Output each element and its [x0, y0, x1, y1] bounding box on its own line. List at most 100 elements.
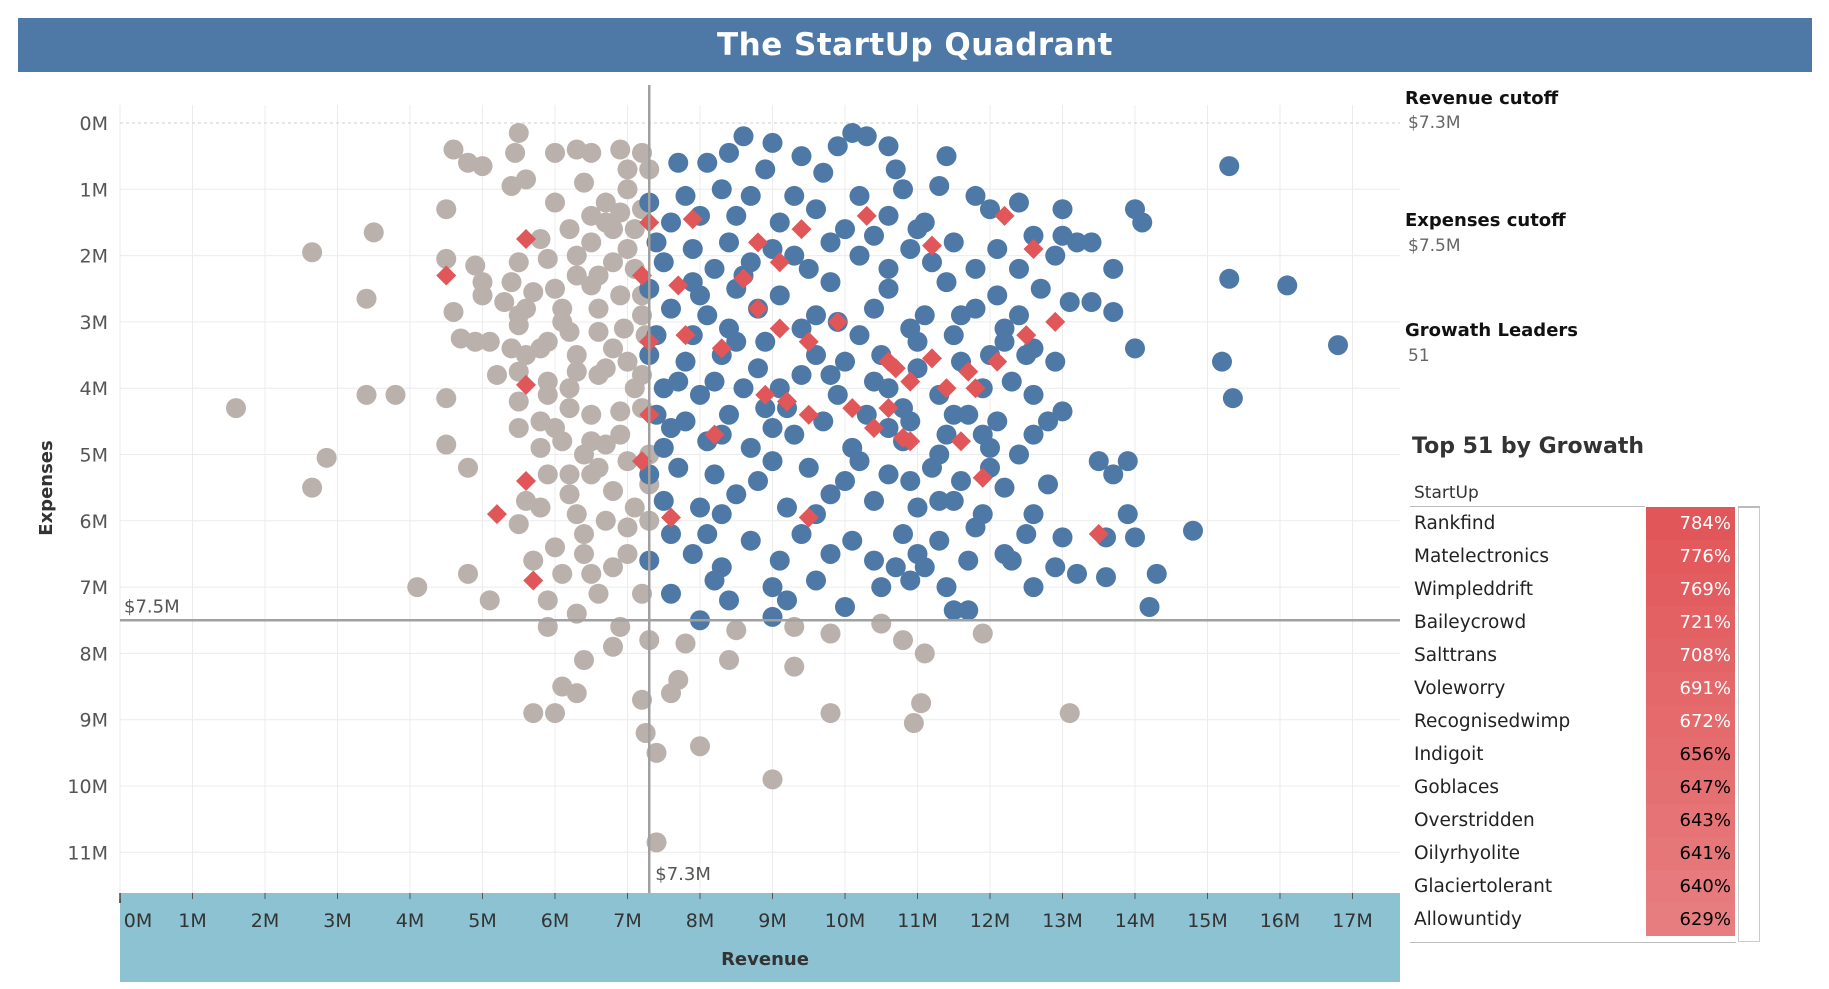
- leader-point[interactable]: [922, 348, 942, 369]
- other-point[interactable]: [690, 736, 710, 757]
- quadrant-point[interactable]: [675, 185, 696, 206]
- leader-point[interactable]: [632, 451, 652, 472]
- quadrant-point[interactable]: [900, 238, 921, 259]
- quadrant-point[interactable]: [835, 596, 855, 617]
- other-point[interactable]: [581, 431, 602, 452]
- other-point[interactable]: [617, 179, 638, 200]
- other-point[interactable]: [537, 384, 558, 405]
- leader-point[interactable]: [516, 374, 536, 395]
- quadrant-point[interactable]: [762, 417, 783, 438]
- quadrant-point[interactable]: [791, 364, 812, 385]
- other-point[interactable]: [911, 693, 932, 714]
- quadrant-point[interactable]: [820, 272, 841, 293]
- leader-point[interactable]: [958, 361, 979, 382]
- leader-point[interactable]: [755, 384, 776, 405]
- other-point[interactable]: [559, 398, 580, 419]
- quadrant-point[interactable]: [711, 504, 732, 525]
- other-point[interactable]: [617, 238, 638, 259]
- quadrant-point[interactable]: [943, 404, 964, 425]
- other-point[interactable]: [595, 192, 616, 213]
- quadrant-point[interactable]: [987, 285, 1008, 306]
- quadrant-point[interactable]: [704, 371, 725, 392]
- quadrant-point[interactable]: [1139, 596, 1160, 617]
- quadrant-point[interactable]: [675, 351, 696, 372]
- table-row[interactable]: Matelectronics 776%: [1410, 540, 1736, 573]
- quadrant-point[interactable]: [864, 550, 884, 571]
- quadrant-point[interactable]: [878, 258, 899, 279]
- other-point[interactable]: [545, 537, 565, 558]
- quadrant-point[interactable]: [719, 142, 739, 163]
- quadrant-point[interactable]: [1023, 424, 1044, 445]
- other-point[interactable]: [617, 543, 638, 564]
- leader-point[interactable]: [798, 507, 819, 528]
- other-point[interactable]: [443, 301, 464, 322]
- leader-point[interactable]: [864, 417, 884, 438]
- quadrant-point[interactable]: [784, 185, 805, 206]
- quadrant-point[interactable]: [1016, 524, 1037, 545]
- quadrant-point[interactable]: [1328, 335, 1348, 356]
- table-row[interactable]: Wimpleddrift 769%: [1410, 573, 1736, 606]
- other-point[interactable]: [610, 285, 631, 306]
- quadrant-point[interactable]: [936, 424, 957, 445]
- quadrant-point[interactable]: [755, 398, 776, 419]
- other-point[interactable]: [617, 451, 638, 472]
- other-point[interactable]: [632, 689, 652, 710]
- quadrant-point[interactable]: [885, 557, 906, 578]
- quadrant-point[interactable]: [798, 258, 819, 279]
- leader-point[interactable]: [436, 265, 457, 286]
- other-point[interactable]: [356, 288, 377, 309]
- other-point[interactable]: [632, 305, 652, 326]
- quadrant-point[interactable]: [719, 404, 739, 425]
- leader-point[interactable]: [878, 398, 899, 419]
- table-row[interactable]: Overstridden 643%: [1410, 804, 1736, 837]
- quadrant-point[interactable]: [987, 238, 1008, 259]
- other-point[interactable]: [407, 577, 428, 598]
- quadrant-point[interactable]: [1023, 225, 1044, 246]
- quadrant-point[interactable]: [987, 411, 1008, 432]
- leader-point[interactable]: [777, 391, 797, 412]
- leader-point[interactable]: [791, 219, 812, 240]
- table-row[interactable]: Voleworry 691%: [1410, 672, 1736, 705]
- quadrant-point[interactable]: [1038, 411, 1058, 432]
- quadrant-point[interactable]: [820, 543, 841, 564]
- quadrant-point[interactable]: [719, 232, 739, 253]
- quadrant-point[interactable]: [653, 252, 674, 273]
- quadrant-point[interactable]: [740, 437, 761, 458]
- other-point[interactable]: [719, 650, 739, 671]
- other-point[interactable]: [588, 265, 609, 286]
- quadrant-point[interactable]: [668, 371, 689, 392]
- quadrant-point[interactable]: [849, 325, 870, 346]
- leader-point[interactable]: [798, 404, 819, 425]
- leader-point[interactable]: [972, 467, 993, 488]
- other-point[interactable]: [784, 616, 805, 637]
- quadrant-point[interactable]: [769, 285, 790, 306]
- quadrant-point[interactable]: [1088, 451, 1109, 472]
- other-point[interactable]: [595, 510, 616, 531]
- quadrant-point[interactable]: [726, 331, 747, 352]
- quadrant-point[interactable]: [827, 136, 848, 157]
- quadrant-point[interactable]: [922, 252, 942, 273]
- table-row[interactable]: Baileycrowd 721%: [1410, 606, 1736, 639]
- quadrant-point[interactable]: [661, 298, 681, 319]
- other-point[interactable]: [302, 242, 323, 263]
- other-point[interactable]: [574, 543, 594, 564]
- quadrant-point[interactable]: [835, 471, 855, 492]
- leader-point[interactable]: [523, 570, 544, 591]
- other-point[interactable]: [559, 484, 580, 505]
- quadrant-point[interactable]: [1219, 268, 1240, 289]
- quadrant-point[interactable]: [762, 451, 783, 472]
- other-point[interactable]: [479, 590, 500, 611]
- other-point[interactable]: [226, 398, 246, 419]
- other-point[interactable]: [436, 248, 457, 269]
- leader-point[interactable]: [733, 268, 754, 289]
- other-point[interactable]: [603, 219, 623, 240]
- quadrant-point[interactable]: [733, 378, 754, 399]
- other-point[interactable]: [465, 255, 486, 276]
- quadrant-point[interactable]: [878, 464, 899, 485]
- other-point[interactable]: [574, 172, 594, 193]
- leader-point[interactable]: [1045, 311, 1066, 332]
- table-row[interactable]: Oilyrhyolite 641%: [1410, 837, 1736, 870]
- quadrant-point[interactable]: [791, 318, 812, 339]
- quadrant-point[interactable]: [951, 471, 971, 492]
- quadrant-point[interactable]: [755, 159, 776, 180]
